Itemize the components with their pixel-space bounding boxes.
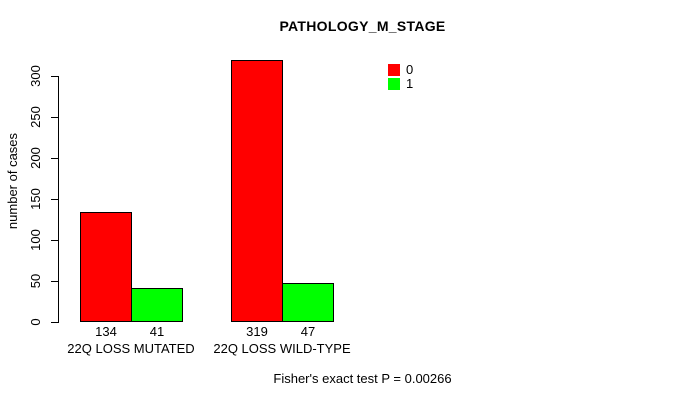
- y-tick-mark: [51, 199, 58, 200]
- bar-series-1-group-1: [282, 283, 334, 322]
- y-tick-label: 200: [28, 147, 43, 169]
- y-tick-mark: [51, 281, 58, 282]
- y-tick-label: 0: [28, 318, 43, 326]
- y-tick-label: 100: [28, 229, 43, 251]
- y-tick-label: 300: [28, 65, 43, 87]
- x-category-label: 22Q LOSS WILD-TYPE: [213, 341, 351, 356]
- y-tick-mark: [51, 117, 58, 118]
- legend-swatch-icon: [388, 64, 400, 76]
- bar-series-0-group-0: [80, 212, 132, 322]
- legend-label: 0: [406, 62, 414, 77]
- bar-series-1-group-0: [131, 288, 183, 322]
- y-tick-mark: [51, 240, 58, 241]
- legend-item-0: 0: [388, 62, 414, 77]
- y-axis-line: [58, 76, 59, 323]
- chart-title: PATHOLOGY_M_STAGE: [279, 18, 446, 34]
- legend-label: 1: [406, 76, 414, 91]
- stats-annotation: Fisher's exact test P = 0.00266: [273, 371, 452, 386]
- legend-item-1: 1: [388, 76, 414, 91]
- bar-series-0-group-1: [231, 60, 283, 322]
- bar-value-label: 41: [149, 324, 165, 339]
- x-category-label: 22Q LOSS MUTATED: [67, 341, 195, 356]
- legend-swatch-icon: [388, 78, 400, 90]
- bar-value-label: 319: [246, 324, 268, 339]
- bar-value-label: 47: [300, 324, 316, 339]
- y-tick-mark: [51, 76, 58, 77]
- y-tick-label: 50: [28, 273, 43, 289]
- y-tick-label: 250: [28, 106, 43, 128]
- y-tick-mark: [51, 322, 58, 323]
- bar-value-label: 134: [95, 324, 117, 339]
- y-axis-label: number of cases: [5, 132, 20, 230]
- y-tick-label: 150: [28, 188, 43, 210]
- y-tick-mark: [51, 158, 58, 159]
